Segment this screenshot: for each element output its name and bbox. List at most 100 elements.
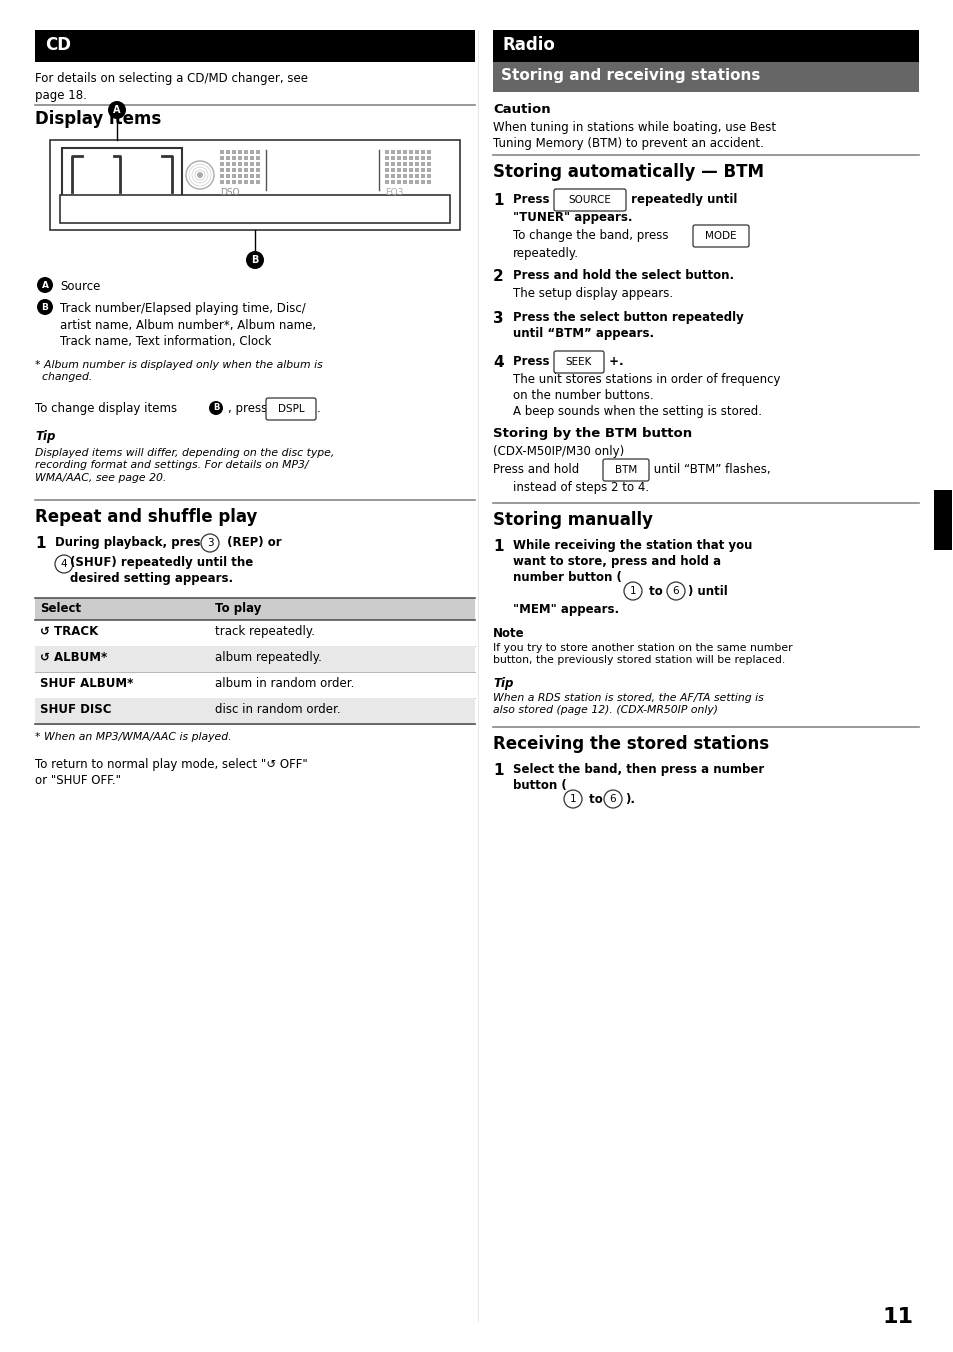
Text: DSO: DSO xyxy=(220,188,239,197)
Text: album repeatedly.: album repeatedly. xyxy=(214,652,321,664)
Text: Press the select button repeatedly
until “BTM” appears.: Press the select button repeatedly until… xyxy=(513,311,743,339)
FancyBboxPatch shape xyxy=(554,352,603,373)
Circle shape xyxy=(108,101,126,119)
Bar xyxy=(244,180,248,184)
Text: Tip: Tip xyxy=(493,677,513,690)
Text: album in random order.: album in random order. xyxy=(214,677,354,690)
Text: The setup display appears.: The setup display appears. xyxy=(513,287,673,300)
Bar xyxy=(250,162,253,166)
Bar xyxy=(226,168,230,172)
Bar xyxy=(250,180,253,184)
Text: Select: Select xyxy=(40,602,81,615)
Text: ).: ). xyxy=(624,794,635,806)
Text: "MEM" appears.: "MEM" appears. xyxy=(513,603,618,617)
Circle shape xyxy=(623,581,641,600)
Circle shape xyxy=(603,790,621,808)
Bar xyxy=(391,162,395,166)
Text: 4: 4 xyxy=(61,558,68,569)
Bar xyxy=(409,162,413,166)
Text: Tip: Tip xyxy=(35,430,55,443)
Text: (REP) or: (REP) or xyxy=(223,535,281,549)
Text: repeatedly until: repeatedly until xyxy=(626,193,737,206)
Bar xyxy=(255,150,260,154)
Text: 2: 2 xyxy=(493,269,503,284)
Bar xyxy=(220,168,224,172)
Bar xyxy=(232,174,235,178)
Bar xyxy=(244,174,248,178)
Bar xyxy=(391,174,395,178)
Text: Press and hold: Press and hold xyxy=(493,462,582,476)
Text: Select the band, then press a number
button (: Select the band, then press a number but… xyxy=(513,763,763,792)
Text: B: B xyxy=(213,403,219,412)
Bar xyxy=(420,168,424,172)
Circle shape xyxy=(209,402,223,415)
Circle shape xyxy=(37,299,53,315)
Bar xyxy=(62,147,182,200)
Bar xyxy=(409,168,413,172)
Circle shape xyxy=(246,251,264,269)
Text: * Album number is displayed only when the album is
  changed.: * Album number is displayed only when th… xyxy=(35,360,322,383)
Text: Storing by the BTM button: Storing by the BTM button xyxy=(493,427,691,439)
Bar xyxy=(409,174,413,178)
FancyBboxPatch shape xyxy=(602,458,648,481)
Bar xyxy=(237,174,242,178)
Bar xyxy=(35,646,475,672)
Bar xyxy=(237,168,242,172)
Bar xyxy=(933,489,951,550)
Text: "TUNER" appears.: "TUNER" appears. xyxy=(513,211,632,224)
Bar xyxy=(427,180,431,184)
Text: 6: 6 xyxy=(672,585,679,596)
Bar xyxy=(226,155,230,160)
Bar xyxy=(415,174,418,178)
Text: Press: Press xyxy=(513,356,553,368)
Bar xyxy=(396,162,400,166)
Text: disc in random order.: disc in random order. xyxy=(214,703,340,717)
Text: (CDX-M50IP/M30 only): (CDX-M50IP/M30 only) xyxy=(493,445,623,458)
Bar xyxy=(255,168,260,172)
Text: Storing automatically — BTM: Storing automatically — BTM xyxy=(493,164,763,181)
Text: repeatedly.: repeatedly. xyxy=(513,247,578,260)
Circle shape xyxy=(37,277,53,293)
Text: SHUF ALBUM*: SHUF ALBUM* xyxy=(40,677,133,690)
Text: While receiving the station that you
want to store, press and hold a
number butt: While receiving the station that you wan… xyxy=(513,539,752,584)
Text: 11: 11 xyxy=(882,1307,913,1328)
Bar xyxy=(237,162,242,166)
Text: 1: 1 xyxy=(629,585,636,596)
Bar xyxy=(385,168,389,172)
Text: During playback, press: During playback, press xyxy=(55,535,212,549)
Bar xyxy=(50,141,459,230)
Text: Displayed items will differ, depending on the disc type,
recording format and se: Displayed items will differ, depending o… xyxy=(35,448,334,483)
Text: SEEK: SEEK xyxy=(565,357,592,366)
Text: BTM: BTM xyxy=(615,465,637,475)
Text: If you try to store another station on the same number
button, the previously st: If you try to store another station on t… xyxy=(493,644,792,665)
Bar xyxy=(250,155,253,160)
Bar xyxy=(493,62,918,92)
FancyBboxPatch shape xyxy=(266,397,315,420)
Bar xyxy=(244,168,248,172)
Bar xyxy=(409,150,413,154)
Bar xyxy=(237,155,242,160)
Text: To change display items: To change display items xyxy=(35,402,181,415)
Bar xyxy=(409,180,413,184)
Text: * When an MP3/WMA/AAC is played.: * When an MP3/WMA/AAC is played. xyxy=(35,731,232,742)
Text: 6: 6 xyxy=(609,794,616,804)
Bar xyxy=(420,174,424,178)
Text: When tuning in stations while boating, use Best
Tuning Memory (BTM) to prevent a: When tuning in stations while boating, u… xyxy=(493,120,776,150)
Text: The unit stores stations in order of frequency
on the number buttons.
A beep sou: The unit stores stations in order of fre… xyxy=(513,373,780,418)
Bar xyxy=(250,150,253,154)
Text: to: to xyxy=(584,794,606,806)
Bar xyxy=(391,168,395,172)
Bar xyxy=(385,162,389,166)
Circle shape xyxy=(201,534,219,552)
Bar xyxy=(244,155,248,160)
Bar xyxy=(402,162,407,166)
Bar xyxy=(232,168,235,172)
Text: 1: 1 xyxy=(493,193,503,208)
Bar xyxy=(391,155,395,160)
Bar xyxy=(255,162,260,166)
Text: To change the band, press: To change the band, press xyxy=(513,228,672,242)
Bar xyxy=(396,168,400,172)
Bar xyxy=(420,162,424,166)
Text: Storing and receiving stations: Storing and receiving stations xyxy=(500,68,760,82)
Text: Display items: Display items xyxy=(35,110,161,128)
